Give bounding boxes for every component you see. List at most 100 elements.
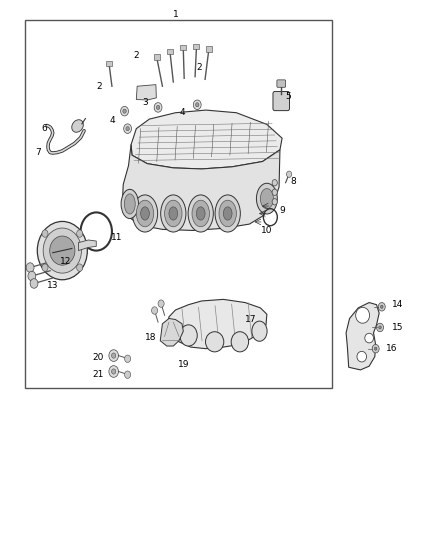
Circle shape xyxy=(77,230,83,237)
Circle shape xyxy=(112,369,116,374)
Circle shape xyxy=(156,106,160,110)
Circle shape xyxy=(379,326,381,329)
Ellipse shape xyxy=(219,200,237,227)
Text: 3: 3 xyxy=(142,98,148,107)
Ellipse shape xyxy=(205,332,224,352)
Text: 16: 16 xyxy=(386,344,398,353)
Polygon shape xyxy=(136,85,156,100)
Ellipse shape xyxy=(49,236,75,265)
Circle shape xyxy=(120,107,128,116)
Circle shape xyxy=(28,271,36,281)
Ellipse shape xyxy=(124,194,135,214)
Text: 20: 20 xyxy=(92,353,104,362)
Ellipse shape xyxy=(188,195,213,232)
FancyBboxPatch shape xyxy=(106,61,113,66)
Circle shape xyxy=(378,303,385,311)
Circle shape xyxy=(109,350,118,361)
Text: 2: 2 xyxy=(134,51,139,60)
Text: 2: 2 xyxy=(197,63,202,72)
Text: 19: 19 xyxy=(178,360,190,369)
Circle shape xyxy=(158,300,164,308)
Ellipse shape xyxy=(356,308,370,323)
Circle shape xyxy=(124,124,131,133)
Ellipse shape xyxy=(43,228,81,273)
Polygon shape xyxy=(131,110,282,169)
Circle shape xyxy=(77,264,83,271)
Text: 7: 7 xyxy=(35,148,41,157)
Text: 11: 11 xyxy=(111,233,123,243)
Text: 21: 21 xyxy=(92,370,104,379)
Circle shape xyxy=(381,305,383,309)
FancyBboxPatch shape xyxy=(154,54,160,60)
Circle shape xyxy=(195,103,199,107)
FancyBboxPatch shape xyxy=(167,49,173,54)
Ellipse shape xyxy=(37,221,87,280)
Circle shape xyxy=(124,355,131,362)
Ellipse shape xyxy=(215,195,240,232)
Circle shape xyxy=(377,323,384,332)
Text: 2: 2 xyxy=(96,82,102,91)
Text: 14: 14 xyxy=(392,300,403,309)
FancyBboxPatch shape xyxy=(180,45,186,50)
Circle shape xyxy=(109,366,118,377)
Circle shape xyxy=(154,103,162,112)
Ellipse shape xyxy=(132,195,158,232)
Ellipse shape xyxy=(260,189,273,209)
Circle shape xyxy=(272,180,277,186)
Ellipse shape xyxy=(136,200,154,227)
Polygon shape xyxy=(78,240,96,251)
Polygon shape xyxy=(160,318,184,346)
Circle shape xyxy=(42,230,48,237)
Circle shape xyxy=(124,371,131,378)
Text: 5: 5 xyxy=(286,92,292,101)
Text: 1: 1 xyxy=(173,10,178,19)
Circle shape xyxy=(374,347,377,350)
Ellipse shape xyxy=(192,200,209,227)
Text: 4: 4 xyxy=(110,116,115,125)
Circle shape xyxy=(123,109,126,114)
Ellipse shape xyxy=(121,189,138,219)
Circle shape xyxy=(193,100,201,110)
Text: 15: 15 xyxy=(392,323,403,332)
FancyBboxPatch shape xyxy=(277,80,286,87)
Text: 10: 10 xyxy=(261,226,272,235)
Circle shape xyxy=(112,353,116,358)
Circle shape xyxy=(26,263,34,272)
Polygon shape xyxy=(168,300,267,349)
Text: 8: 8 xyxy=(290,177,296,186)
Ellipse shape xyxy=(231,332,249,352)
Text: 4: 4 xyxy=(179,108,185,117)
Ellipse shape xyxy=(165,200,182,227)
Ellipse shape xyxy=(223,207,232,220)
Ellipse shape xyxy=(196,207,205,220)
Circle shape xyxy=(42,264,48,271)
Circle shape xyxy=(272,189,277,196)
Ellipse shape xyxy=(180,325,197,346)
Text: 12: 12 xyxy=(60,257,71,265)
Ellipse shape xyxy=(252,321,267,341)
Ellipse shape xyxy=(72,120,83,132)
Circle shape xyxy=(30,279,38,288)
Circle shape xyxy=(372,344,379,353)
FancyBboxPatch shape xyxy=(273,92,290,111)
Ellipse shape xyxy=(256,183,277,214)
Polygon shape xyxy=(122,144,280,230)
Text: 9: 9 xyxy=(279,206,285,215)
Circle shape xyxy=(126,126,129,131)
Text: 17: 17 xyxy=(245,315,257,324)
Text: 13: 13 xyxy=(47,281,59,290)
Ellipse shape xyxy=(141,207,149,220)
Ellipse shape xyxy=(365,333,374,343)
Ellipse shape xyxy=(161,195,186,232)
FancyBboxPatch shape xyxy=(193,44,199,49)
Circle shape xyxy=(152,307,158,314)
Ellipse shape xyxy=(357,351,367,362)
Polygon shape xyxy=(346,303,379,370)
Text: 18: 18 xyxy=(145,333,156,342)
Ellipse shape xyxy=(169,207,178,220)
FancyBboxPatch shape xyxy=(205,46,212,52)
Bar xyxy=(25,20,332,389)
Text: 6: 6 xyxy=(41,124,47,133)
Circle shape xyxy=(272,199,277,205)
Circle shape xyxy=(286,171,292,177)
